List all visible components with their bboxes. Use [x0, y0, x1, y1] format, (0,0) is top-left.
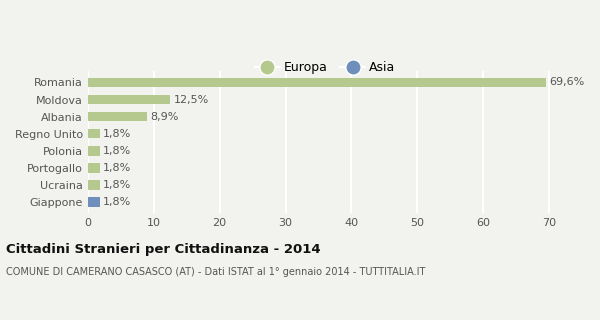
Bar: [88, 146, 100, 156]
Bar: [88, 78, 546, 87]
Bar: [88, 163, 100, 173]
Bar: [88, 197, 100, 207]
Text: 1,8%: 1,8%: [103, 163, 131, 173]
Text: 1,8%: 1,8%: [103, 180, 131, 190]
Text: 1,8%: 1,8%: [103, 146, 131, 156]
Text: COMUNE DI CAMERANO CASASCO (AT) - Dati ISTAT al 1° gennaio 2014 - TUTTITALIA.IT: COMUNE DI CAMERANO CASASCO (AT) - Dati I…: [6, 267, 425, 277]
Legend: Europa, Asia: Europa, Asia: [250, 56, 400, 79]
Bar: [88, 95, 170, 104]
Text: Cittadini Stranieri per Cittadinanza - 2014: Cittadini Stranieri per Cittadinanza - 2…: [6, 243, 320, 256]
Bar: [88, 180, 100, 190]
Bar: [88, 129, 100, 139]
Text: 12,5%: 12,5%: [173, 95, 209, 105]
Text: 69,6%: 69,6%: [550, 77, 585, 87]
Text: 1,8%: 1,8%: [103, 197, 131, 207]
Text: 1,8%: 1,8%: [103, 129, 131, 139]
Text: 8,9%: 8,9%: [150, 112, 178, 122]
Bar: [88, 112, 146, 121]
